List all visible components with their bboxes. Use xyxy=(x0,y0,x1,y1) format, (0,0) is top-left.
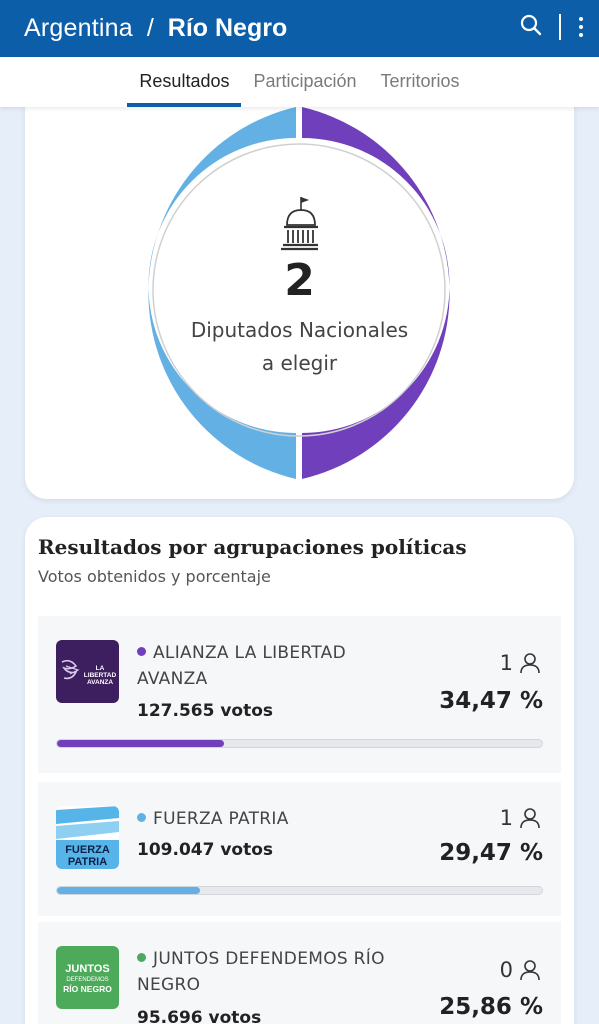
person-icon xyxy=(520,653,540,674)
party-share-bar xyxy=(56,739,543,748)
logo-text-3: AVANZA xyxy=(87,679,113,686)
logo-text-2: PATRIA xyxy=(68,856,107,868)
logo-text-1: LA xyxy=(96,665,105,672)
logo-text-2: DEFENDEMOS xyxy=(66,977,108,983)
party-color-dot xyxy=(137,953,146,962)
results-subtitle: Votos obtenidos y porcentaje xyxy=(38,567,271,586)
party-color-dot xyxy=(137,647,146,656)
party-results-card: Resultados por agrupaciones políticas Vo… xyxy=(25,517,574,1024)
breadcrumb-province: Río Negro xyxy=(167,14,288,42)
logo-text-1: FUERZA xyxy=(65,844,110,856)
party-name: FUERZA PATRIA xyxy=(137,806,397,832)
tab-participacion[interactable]: Participación xyxy=(253,71,357,91)
breadcrumb-country[interactable]: Argentina xyxy=(24,14,133,42)
juntos-defendemos-logo: JUNTOS DEFENDEMOS RÍO NEGRO xyxy=(56,946,119,1009)
party-votes: 127.565 votos xyxy=(137,701,274,721)
party-share-bar xyxy=(56,886,543,895)
party-seats: 0 xyxy=(500,958,541,982)
party-color-dot xyxy=(137,813,146,822)
party-seats-count: 1 xyxy=(499,806,513,830)
party-percent: 34,47 % xyxy=(439,688,543,714)
seats-donut-chart xyxy=(148,107,450,479)
seats-label-line1: Diputados Nacionales xyxy=(190,318,409,342)
party-seats-count: 0 xyxy=(499,958,513,982)
party-seats: 1 xyxy=(500,806,541,830)
logo-text-3: RÍO NEGRO xyxy=(63,984,112,994)
more-options-icon[interactable] xyxy=(579,17,583,37)
capitol-building-icon xyxy=(280,195,318,255)
party-row-fuerza-patria[interactable]: FUERZA PATRIA FUERZA PATRIA 109.047 voto… xyxy=(38,782,561,916)
tab-territorios[interactable]: Territorios xyxy=(380,71,460,91)
top-actions xyxy=(519,12,583,42)
party-votes: 95.696 votos xyxy=(137,1008,262,1024)
party-share-fill xyxy=(57,740,225,747)
seats-label: Diputados Nacionales a elegir xyxy=(25,314,574,380)
breadcrumb-separator: / xyxy=(146,14,154,42)
tab-bar: Resultados Participación Territorios xyxy=(0,57,599,107)
results-title: Resultados por agrupaciones políticas xyxy=(38,535,467,559)
person-icon xyxy=(520,808,540,829)
top-bar: Argentina / Río Negro xyxy=(0,0,599,57)
party-percent: 29,47 % xyxy=(439,840,543,866)
toolbar-divider xyxy=(559,14,561,40)
party-seats-count: 1 xyxy=(499,651,513,675)
search-icon[interactable] xyxy=(519,13,543,41)
party-seats: 1 xyxy=(500,651,541,675)
seats-count: 2 xyxy=(284,255,315,306)
logo-text-1: JUNTOS xyxy=(65,963,109,975)
fuerza-patria-logo: FUERZA PATRIA xyxy=(56,806,119,869)
donut-segment-fuerza-patria xyxy=(148,107,296,479)
logo-text-2: LIBERTAD xyxy=(84,672,117,679)
party-name: ALIANZA LA LIBERTAD AVANZA xyxy=(137,643,346,689)
tab-resultados[interactable]: Resultados xyxy=(127,57,242,107)
party-name: JUNTOS DEFENDEMOS RÍO NEGRO xyxy=(137,949,385,995)
party-row-libertad-avanza[interactable]: LA LIBERTAD AVANZA ALIANZA LA LIBERTAD AV… xyxy=(38,616,561,773)
party-share-fill xyxy=(57,887,200,894)
party-percent: 25,86 % xyxy=(439,994,543,1020)
seats-summary-card: 2 Diputados Nacionales a elegir xyxy=(25,60,574,499)
seats-label-line2: a elegir xyxy=(261,351,338,375)
donut-segment-libertad-avanza xyxy=(302,107,450,479)
party-row-juntos-defendemos[interactable]: JUNTOS DEFENDEMOS RÍO NEGRO JUNTOS DEFEN… xyxy=(38,922,561,1024)
party-votes: 109.047 votos xyxy=(137,840,274,860)
libertad-avanza-logo: LA LIBERTAD AVANZA xyxy=(56,640,119,703)
person-icon xyxy=(520,960,540,981)
